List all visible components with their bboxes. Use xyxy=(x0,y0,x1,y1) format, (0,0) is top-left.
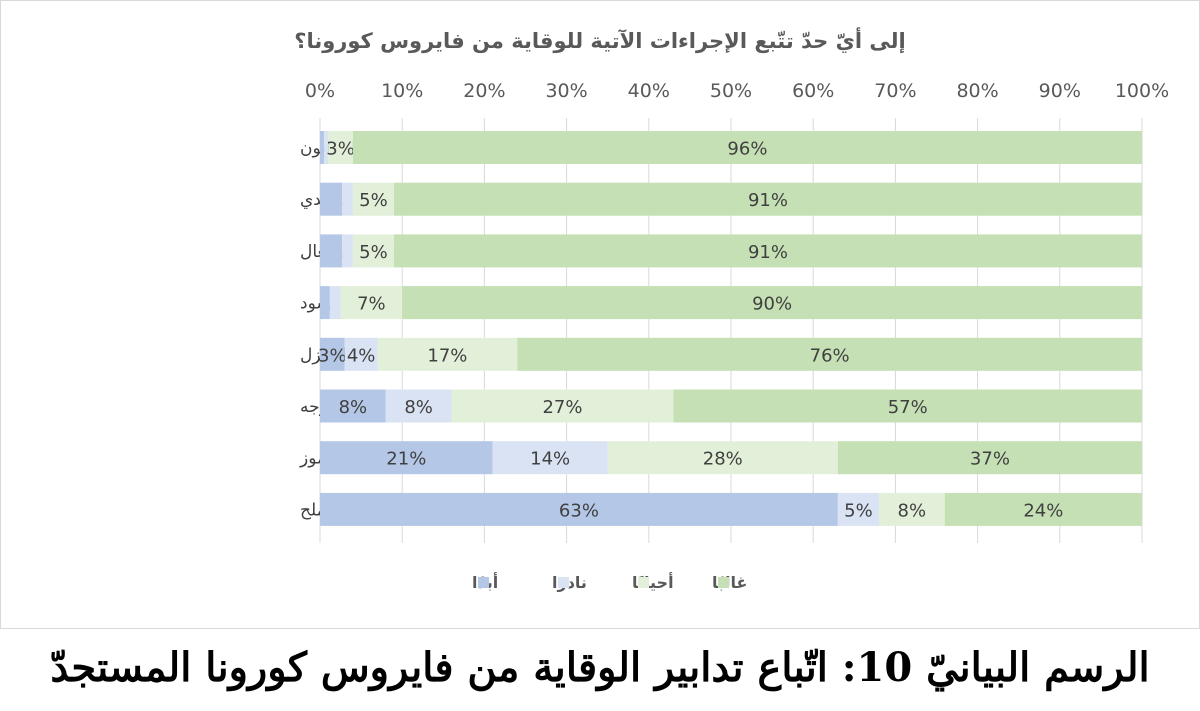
bar-segment xyxy=(451,389,674,423)
bar-segment xyxy=(352,131,1142,164)
bar-segment xyxy=(320,337,345,371)
chart-title: إلى أيّ حدّ تتّبع الإجراءات الآتية للوقا… xyxy=(294,26,905,54)
data-label: 57% xyxy=(888,397,928,418)
x-tick-label: 40% xyxy=(628,80,670,102)
bar-segment xyxy=(320,234,343,268)
bar-segment xyxy=(320,389,386,423)
bar-segment xyxy=(352,234,394,268)
data-label: 3% xyxy=(318,345,347,366)
data-label: 8% xyxy=(898,500,927,521)
x-tick-label: 80% xyxy=(956,80,998,102)
bar-segment xyxy=(340,286,403,320)
data-label: 17% xyxy=(427,345,467,366)
bar-segment xyxy=(944,492,1142,526)
bar-segment xyxy=(878,492,945,526)
bar-segment xyxy=(320,182,343,216)
bar-segment xyxy=(837,441,1142,475)
data-label: 5% xyxy=(844,500,873,521)
data-label: 27% xyxy=(542,397,582,418)
data-label: 28% xyxy=(703,449,743,470)
legend-swatch xyxy=(718,577,729,588)
bar-segment xyxy=(377,337,518,371)
x-tick-label: 70% xyxy=(874,80,916,102)
bar-segment xyxy=(342,234,353,268)
data-label: 7% xyxy=(357,294,386,315)
x-tick-label: 100% xyxy=(1115,80,1169,102)
bar-segment xyxy=(673,389,1142,423)
bar-segment xyxy=(837,492,879,526)
bar-segment xyxy=(492,441,608,475)
x-tick-label: 0% xyxy=(305,80,335,102)
bar-segment xyxy=(385,389,452,423)
data-label: 76% xyxy=(810,345,850,366)
bar-segment xyxy=(320,492,838,526)
legend-label: نادرًا xyxy=(552,573,587,592)
bar-segment xyxy=(320,131,325,164)
x-tick-label: 30% xyxy=(545,80,587,102)
bar-segment xyxy=(324,131,329,164)
x-tick-label: 90% xyxy=(1039,80,1081,102)
x-tick-label: 60% xyxy=(792,80,834,102)
bar-segment xyxy=(393,234,1143,268)
data-label: 91% xyxy=(748,242,788,263)
data-label: 96% xyxy=(727,139,767,160)
data-label: 21% xyxy=(386,449,426,470)
x-tick-label: 50% xyxy=(710,80,752,102)
figure-caption: الرسم البيانيّ 10: اتّباع تدابير الوقاية… xyxy=(50,644,1150,691)
bar-segment xyxy=(344,337,378,371)
bar-segment xyxy=(320,441,493,475)
data-label: 8% xyxy=(404,397,433,418)
x-tick-label: 20% xyxy=(463,80,505,102)
data-label: 63% xyxy=(559,500,599,521)
bar-segment xyxy=(329,286,341,320)
data-label: 5% xyxy=(359,242,388,263)
bar-segment xyxy=(402,286,1142,320)
stacked-bar-chart: إلى أيّ حدّ تتّبع الإجراءات الآتية للوقا… xyxy=(294,26,1169,592)
legend-label: غالبًا xyxy=(712,573,747,592)
bar-segment xyxy=(517,337,1142,371)
bar-segment xyxy=(352,182,394,216)
bar-segment xyxy=(342,182,353,216)
bar-segment xyxy=(320,286,330,320)
data-label: 8% xyxy=(339,397,368,418)
data-label: 3% xyxy=(326,139,355,160)
bar-segment xyxy=(393,182,1143,216)
legend-swatch xyxy=(478,577,489,588)
data-label: 24% xyxy=(1023,500,1063,521)
legend-swatch xyxy=(638,577,649,588)
data-label: 90% xyxy=(752,294,792,315)
legend-swatch xyxy=(558,577,569,588)
x-tick-label: 10% xyxy=(381,80,423,102)
data-label: 14% xyxy=(530,449,570,470)
data-label: 37% xyxy=(970,449,1010,470)
data-label: 5% xyxy=(359,190,388,211)
data-label: 4% xyxy=(347,345,376,366)
bar-segment xyxy=(328,131,353,164)
data-label: 91% xyxy=(748,190,788,211)
bar-segment xyxy=(607,441,838,475)
